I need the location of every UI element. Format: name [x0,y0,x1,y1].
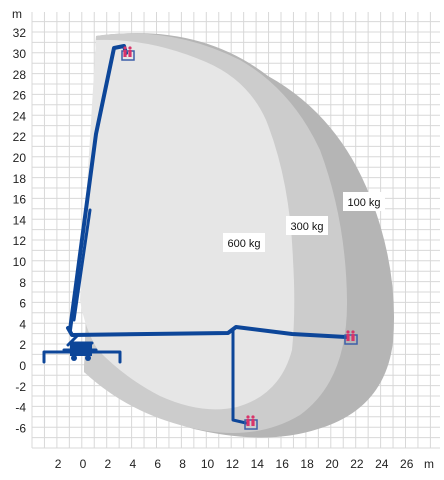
base-chassis [70,344,92,356]
operator-body-icon [251,419,255,426]
y-tick-label: 32 [13,26,27,40]
zone-label-box [286,216,328,235]
y-tick-label: 4 [19,317,26,331]
y-tick-label: -4 [15,401,26,415]
y-tick-label: 6 [19,297,26,311]
jib-down [231,328,248,425]
x-tick-label: 4 [129,457,136,471]
zone-label-text: 300 kg [290,221,323,233]
x-tick-label: 6 [154,457,161,471]
x-tick-label: 14 [251,457,265,471]
x-tick-label: 8 [179,457,186,471]
zone-label: 300 kg [286,216,328,235]
x-tick-label: 22 [350,457,364,471]
basket-with-operators [244,415,258,430]
baskets [121,46,358,430]
y-tick-label: 14 [13,213,27,227]
operator-head-icon [246,415,250,419]
y-tick-label: 8 [19,276,26,290]
y-tick-label: 10 [13,255,27,269]
zone-label: 100 kg [343,192,385,211]
x-tick-label: 12 [226,457,240,471]
boom-cylinder [72,208,92,322]
operator-body-icon [123,50,127,57]
operator-body-icon [246,419,250,426]
x-tick-label: 24 [375,457,389,471]
wheel-left [71,355,77,361]
zone-600kg [80,39,295,410]
zone-label-box [223,233,265,252]
x-tick-label: 0 [80,457,87,471]
operator-head-icon [351,330,355,334]
y-tick-label: 0 [19,359,26,373]
operator-body-icon [351,334,355,341]
y-tick-label: 2 [19,338,26,352]
x-tick-label: 2 [55,457,62,471]
y-tick-label: 30 [13,47,27,61]
zone-label-text: 600 kg [227,238,260,250]
y-tick-label: 16 [13,193,27,207]
x-axis-unit: m [424,457,434,471]
operator-head-icon [128,46,132,50]
basket-icon [344,334,358,345]
operator-head-icon [123,46,127,50]
y-tick-label: 12 [13,234,27,248]
basket-icon [244,419,258,430]
x-tick-label: 18 [300,457,314,471]
basket-icon [121,50,135,61]
basket-with-operators [121,46,135,61]
zone-label: 600 kg [223,233,265,252]
operator-head-icon [346,330,350,334]
x-tick-label: 10 [201,457,215,471]
y-tick-label: 20 [13,151,27,165]
y-tick-label: 26 [13,89,27,103]
y-tick-label: 28 [13,68,27,82]
y-tick-label: -6 [15,421,26,435]
basket-with-operators [344,330,358,345]
operator-head-icon [251,415,255,419]
x-tick-label: 26 [400,457,414,471]
y-tick-label: 24 [13,109,27,123]
y-tick-label: 18 [13,172,27,186]
x-tick-label: 20 [325,457,339,471]
zone-labels: 100 kg 300 kg 600 kg [223,192,385,252]
y-axis-unit: m [12,7,22,21]
x-axis-labels: 2 0 2 4 6 8 10 12 14 16 18 20 22 24 26 [55,457,414,471]
zone-label-box [343,192,385,211]
zone-600kg-area [80,39,295,410]
x-tick-label: 16 [276,457,290,471]
wheel-right [85,355,91,361]
x-tick-label: 2 [105,457,112,471]
operator-body-icon [346,334,350,341]
operator-body-icon [128,50,132,57]
zone-label-text: 100 kg [347,197,380,209]
y-tick-label: 22 [13,130,27,144]
y-tick-label: -2 [15,380,26,394]
